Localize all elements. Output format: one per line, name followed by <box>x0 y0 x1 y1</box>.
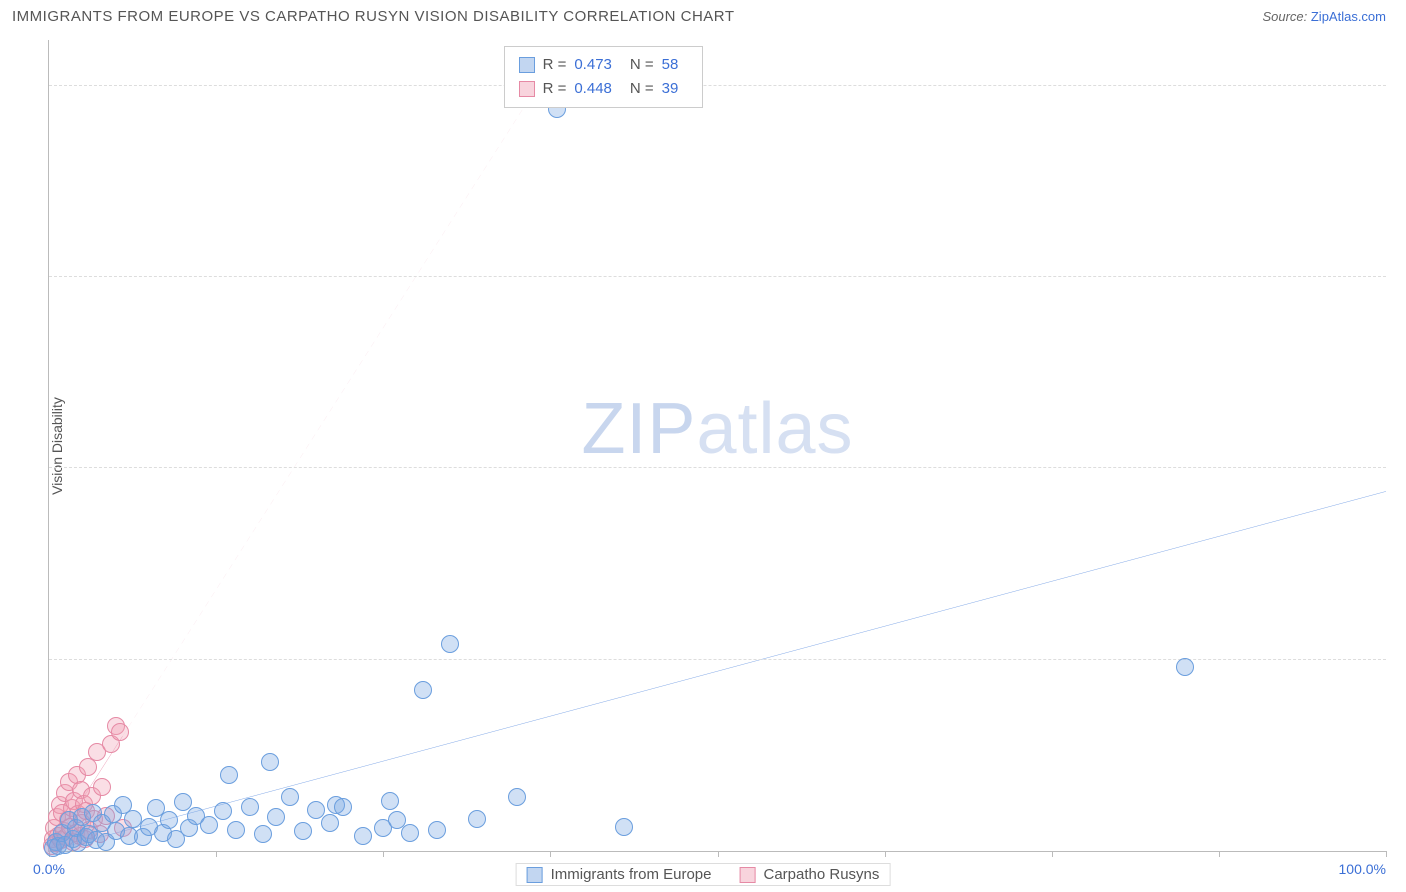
legend-label: Carpatho Rusyns <box>763 866 879 883</box>
r-label: R = <box>543 77 567 101</box>
data-point <box>401 824 419 842</box>
data-point <box>79 758 97 776</box>
xtick <box>885 851 886 857</box>
data-point <box>111 723 129 741</box>
chart-source: Source: ZipAtlas.com <box>1262 9 1386 24</box>
data-point <box>294 822 312 840</box>
legend-swatch <box>739 867 755 883</box>
trend-line <box>123 55 558 736</box>
ytick-label: 50.0% <box>1392 62 1406 78</box>
xtick-label: 0.0% <box>33 861 65 877</box>
legend-label: Immigrants from Europe <box>551 866 712 883</box>
data-point <box>468 810 486 828</box>
ytick-label: 12.5% <box>1392 636 1406 652</box>
xtick <box>216 851 217 857</box>
stats-row: R = 0.473 N = 58 <box>519 53 689 77</box>
data-point <box>200 816 218 834</box>
gridline-h <box>49 467 1386 468</box>
stats-box: R = 0.473 N = 58 R = 0.448 N = 39 <box>504 46 704 108</box>
data-point <box>220 766 238 784</box>
gridline-h <box>49 276 1386 277</box>
legend-item: Immigrants from Europe <box>527 866 712 883</box>
source-link[interactable]: ZipAtlas.com <box>1311 9 1386 24</box>
xtick <box>1386 851 1387 857</box>
legend-swatch <box>519 81 535 97</box>
data-point <box>428 821 446 839</box>
ytick-label: 25.0% <box>1392 444 1406 460</box>
data-point <box>241 798 259 816</box>
legend-item: Carpatho Rusyns <box>739 866 879 883</box>
data-point <box>214 802 232 820</box>
watermark-zip: ZIP <box>581 389 696 469</box>
stats-row: R = 0.448 N = 39 <box>519 77 689 101</box>
data-point <box>267 808 285 826</box>
xtick-label: 100.0% <box>1339 861 1386 877</box>
xtick <box>1219 851 1220 857</box>
plot-area: ZIPatlas 12.5%25.0%37.5%50.0%0.0%100.0%R… <box>48 40 1386 852</box>
data-point <box>160 811 178 829</box>
xtick <box>383 851 384 857</box>
data-point <box>254 825 272 843</box>
xtick <box>550 851 551 857</box>
data-point <box>93 778 111 796</box>
ytick-label: 37.5% <box>1392 253 1406 269</box>
chart-area: ZIPatlas 12.5%25.0%37.5%50.0%0.0%100.0%R… <box>48 40 1386 852</box>
data-point <box>227 821 245 839</box>
data-point <box>414 681 432 699</box>
gridline-h <box>49 85 1386 86</box>
n-label: N = <box>630 53 654 77</box>
r-value: 0.448 <box>574 77 612 101</box>
watermark-atlas: atlas <box>696 389 853 469</box>
n-value: 58 <box>662 53 679 77</box>
data-point <box>615 818 633 836</box>
chart-title: IMMIGRANTS FROM EUROPE VS CARPATHO RUSYN… <box>12 8 735 25</box>
source-prefix: Source: <box>1262 9 1310 24</box>
n-value: 39 <box>662 77 679 101</box>
xtick <box>1052 851 1053 857</box>
data-point <box>354 827 372 845</box>
r-label: R = <box>543 53 567 77</box>
data-point <box>321 814 339 832</box>
data-point <box>1176 658 1194 676</box>
data-point <box>334 798 352 816</box>
data-point <box>441 635 459 653</box>
bottom-legend: Immigrants from Europe Carpatho Rusyns <box>516 863 891 886</box>
legend-swatch <box>519 57 535 73</box>
legend-swatch <box>527 867 543 883</box>
xtick <box>718 851 719 857</box>
data-point <box>381 792 399 810</box>
n-label: N = <box>630 77 654 101</box>
watermark: ZIPatlas <box>581 388 853 470</box>
data-point <box>261 753 279 771</box>
chart-header: IMMIGRANTS FROM EUROPE VS CARPATHO RUSYN… <box>0 0 1406 29</box>
trend-lines <box>49 40 1386 851</box>
r-value: 0.473 <box>574 53 612 77</box>
data-point <box>281 788 299 806</box>
data-point <box>508 788 526 806</box>
